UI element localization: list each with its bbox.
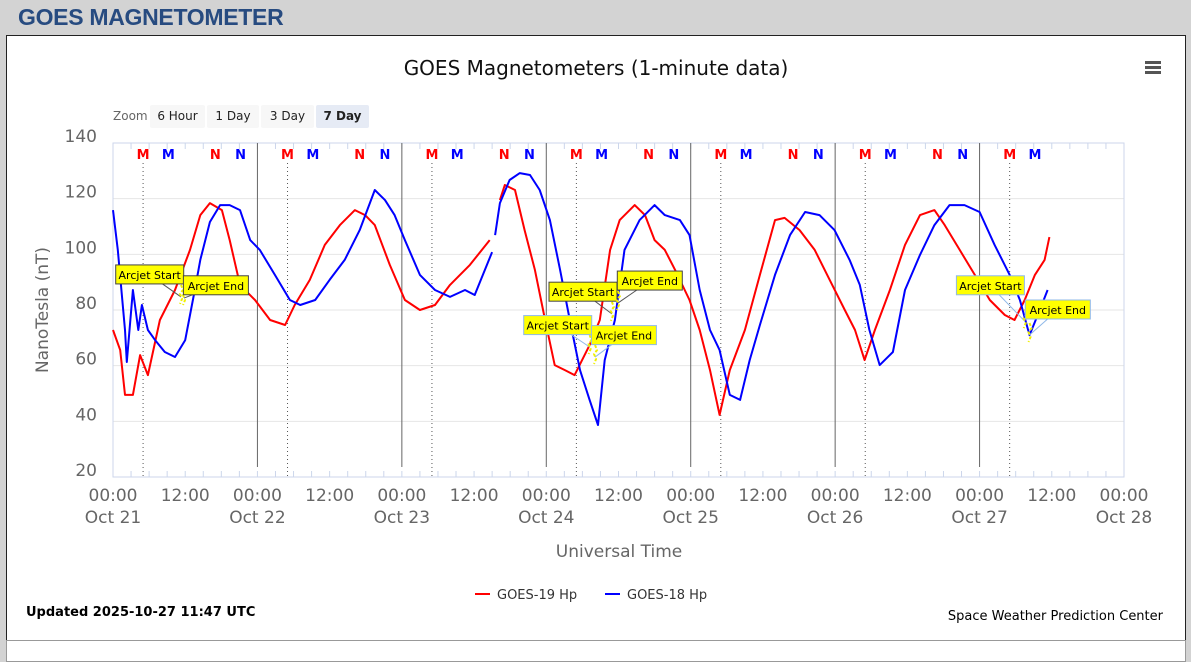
y-tick-label: 100	[65, 238, 97, 258]
annotation-label: Arcjet End	[188, 280, 244, 293]
x-tick-time: 12:00	[161, 486, 210, 506]
x-tick-date: Oct 25	[662, 508, 718, 528]
marker-m-label: M	[281, 148, 294, 163]
legend-item: GOES-19 Hp	[497, 588, 577, 603]
marker-n-label: N	[235, 148, 246, 163]
zoom-3-day-button[interactable]: 3 Day	[261, 105, 314, 128]
marker-m-label: M	[714, 148, 727, 163]
marker-m-label: M	[451, 148, 464, 163]
legend-item: GOES-18 Hp	[627, 588, 707, 603]
x-tick-date: Oct 28	[1096, 508, 1152, 528]
zoom-7-day-button[interactable]: 7 Day	[316, 105, 369, 128]
marker-m-label: M	[306, 148, 319, 163]
marker-n-label: N	[788, 148, 799, 163]
annotation-label: Arcjet Start	[119, 269, 182, 282]
x-tick-date: Oct 21	[85, 508, 141, 528]
zoom-label: Zoom	[113, 109, 148, 123]
marker-n-label: N	[524, 148, 535, 163]
annotation-box	[590, 325, 657, 346]
marker-n-label: N	[499, 148, 510, 163]
marker-n-label: N	[643, 148, 654, 163]
annotation-label: Arcjet End	[622, 275, 678, 288]
marker-m-label: M	[740, 148, 753, 163]
x-tick-time: 00:00	[233, 486, 282, 506]
annotation-box	[523, 315, 593, 336]
annotation-label: Arcjet End	[596, 330, 652, 343]
y-tick-label: 140	[65, 127, 97, 147]
annotation-box	[1024, 299, 1091, 320]
y-tick-label: 80	[75, 294, 97, 314]
arcjet-segment	[1022, 308, 1028, 329]
annotation-label: Arcjet Start	[959, 280, 1022, 293]
marker-m-label: M	[137, 148, 150, 163]
annotation-box	[115, 264, 185, 285]
marker-m-label: M	[884, 148, 897, 163]
x-tick-date: Oct 23	[374, 508, 430, 528]
series-line-goes-19-hp	[112, 184, 1051, 416]
marker-n-label: N	[380, 148, 391, 163]
annotation-label: Arcjet End	[1030, 304, 1086, 317]
x-tick-time: 12:00	[738, 486, 787, 506]
x-axis-label: Universal Time	[556, 542, 682, 562]
arcjet-segment	[609, 301, 616, 322]
x-tick-time: 00:00	[955, 486, 1004, 506]
marker-n-label: N	[813, 148, 824, 163]
arcjet-segment	[587, 334, 593, 355]
marker-m-label: M	[570, 148, 583, 163]
page-header-title: GOES MAGNETOMETER	[18, 4, 284, 30]
credit-text: Space Weather Prediction Center	[948, 609, 1164, 624]
x-tick-time: 00:00	[666, 486, 715, 506]
zoom-1-day-button[interactable]: 1 Day	[207, 105, 259, 128]
x-tick-time: 12:00	[594, 486, 643, 506]
marker-m-label: M	[595, 148, 608, 163]
marker-m-label: M	[425, 148, 438, 163]
marker-m-label: M	[162, 148, 175, 163]
y-tick-label: 120	[65, 183, 97, 203]
y-tick-label: 60	[75, 350, 97, 370]
annotation-label: Arcjet Start	[527, 320, 590, 333]
y-tick-label: 20	[75, 461, 97, 481]
arcjet-segment	[615, 290, 622, 311]
marker-n-label: N	[957, 148, 968, 163]
x-tick-date: Oct 22	[229, 508, 285, 528]
annotation-box	[182, 275, 249, 296]
x-tick-time: 00:00	[377, 486, 426, 506]
x-tick-time: 00:00	[89, 486, 138, 506]
y-tick-label: 40	[75, 405, 97, 425]
marker-m-label: M	[1003, 148, 1016, 163]
annotation-label: Arcjet Start	[552, 286, 615, 299]
x-tick-time: 12:00	[1027, 486, 1076, 506]
x-tick-date: Oct 27	[951, 508, 1007, 528]
marker-n-label: N	[668, 148, 679, 163]
y-axis-label: NanoTesla (nT)	[33, 247, 53, 373]
chart-menu-hamburger-icon[interactable]	[1145, 61, 1161, 76]
arcjet-segment	[592, 344, 599, 365]
arcjet-segment	[178, 284, 185, 305]
chart-title: GOES Magnetometers (1-minute data)	[404, 56, 789, 80]
x-tick-time: 00:00	[811, 486, 860, 506]
annotation-box	[548, 281, 618, 302]
marker-m-label: M	[859, 148, 872, 163]
marker-m-label: M	[1028, 148, 1041, 163]
updated-timestamp: Updated 2025-10-27 11:47 UTC	[26, 605, 255, 620]
x-tick-time: 00:00	[1100, 486, 1149, 506]
x-tick-date: Oct 24	[518, 508, 574, 528]
annotation-box	[616, 270, 683, 291]
marker-n-label: N	[210, 148, 221, 163]
x-tick-time: 00:00	[522, 486, 571, 506]
marker-n-label: N	[354, 148, 365, 163]
x-tick-date: Oct 26	[807, 508, 863, 528]
arcjet-segment	[1027, 322, 1033, 343]
magnetometer-chart: GOES Magnetometers (1-minute data) 20 40 60…	[26, 56, 1164, 624]
marker-n-label: N	[932, 148, 943, 163]
x-tick-time: 12:00	[305, 486, 354, 506]
zoom-6-hour-button[interactable]: 6 Hour	[150, 105, 205, 128]
x-tick-time: 12:00	[450, 486, 499, 506]
x-tick-time: 12:00	[883, 486, 932, 506]
annotation-box	[955, 275, 1025, 296]
